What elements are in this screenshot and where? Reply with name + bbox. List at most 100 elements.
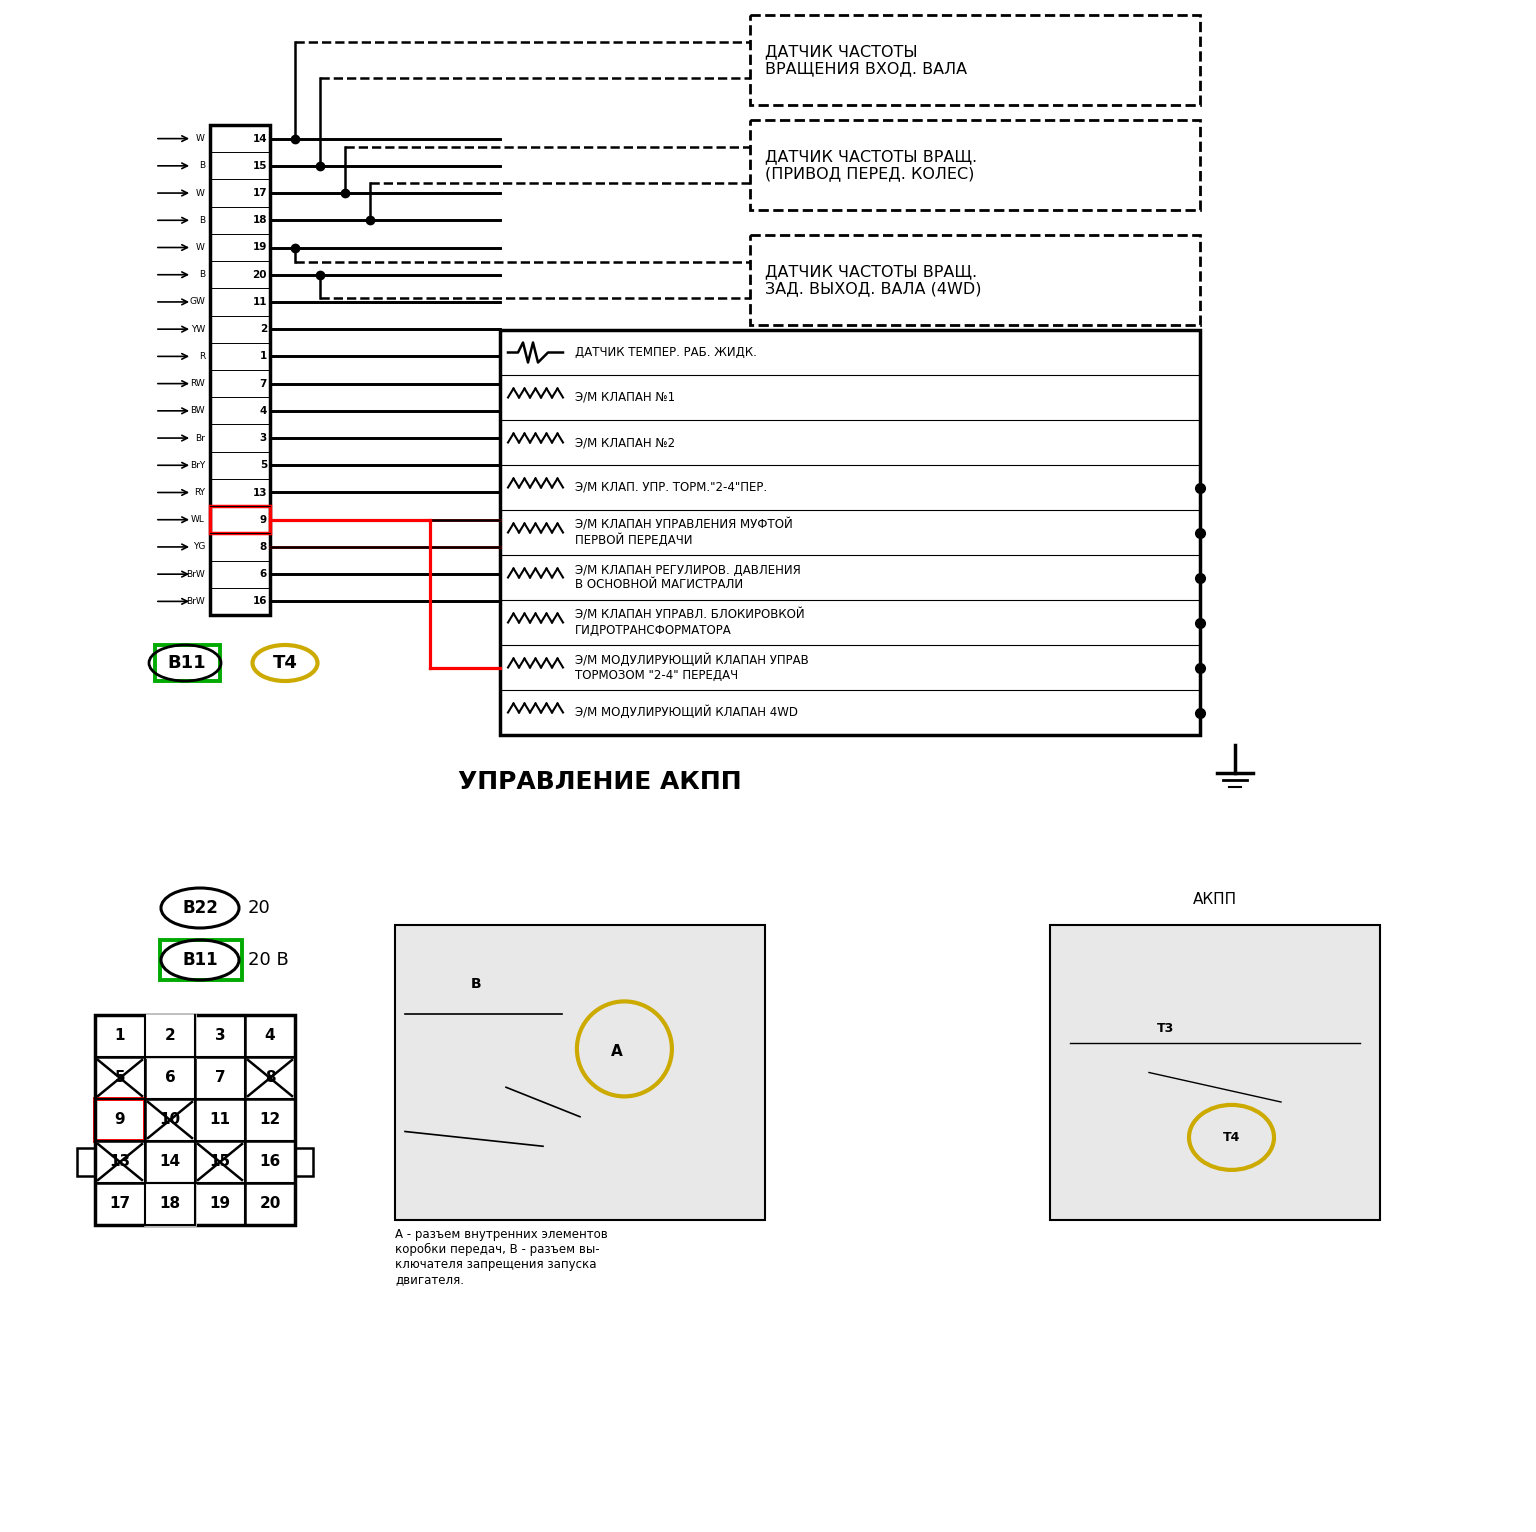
Text: 8: 8 (260, 542, 267, 552)
Text: B: B (198, 270, 204, 279)
Text: W: W (197, 244, 204, 251)
Text: R: R (198, 352, 204, 362)
Text: 20: 20 (247, 899, 270, 918)
Text: ДАТЧИК ЧАСТОТЫ ВРАЩ.
(ПРИВОД ПЕРЕД. КОЛЕС): ДАТЧИК ЧАСТОТЫ ВРАЩ. (ПРИВОД ПЕРЕД. КОЛЕ… (765, 149, 977, 181)
Text: 3: 3 (260, 434, 267, 443)
Text: W: W (197, 188, 204, 198)
Bar (195, 1141, 246, 1183)
Bar (246, 1098, 295, 1141)
Bar (77, 1147, 95, 1177)
Text: 6: 6 (260, 570, 267, 579)
Text: B11: B11 (183, 951, 218, 970)
Text: 15: 15 (209, 1155, 230, 1169)
Bar (750, 15, 1200, 106)
Bar (210, 506, 270, 533)
Bar (295, 1147, 313, 1177)
Bar (246, 1141, 295, 1183)
Bar (195, 1098, 246, 1141)
Text: ДАТЧИК ЧАСТОТЫ
ВРАЩЕНИЯ ВХОД. ВАЛА: ДАТЧИК ЧАСТОТЫ ВРАЩЕНИЯ ВХОД. ВАЛА (765, 44, 968, 77)
Text: Br: Br (195, 434, 204, 443)
Text: 19: 19 (252, 242, 267, 253)
Text: Э/М КЛАПАН РЕГУЛИРОВ. ДАВЛЕНИЯ
В ОСНОВНОЙ МАГИСТРАЛИ: Э/М КЛАПАН РЕГУЛИРОВ. ДАВЛЕНИЯ В ОСНОВНО… (574, 564, 800, 591)
Text: T4: T4 (1223, 1131, 1240, 1144)
Text: ДАТЧИК ЧАСТОТЫ ВРАЩ.
ЗАД. ВЫХОД. ВАЛА (4WD): ДАТЧИК ЧАСТОТЫ ВРАЩ. ЗАД. ВЫХОД. ВАЛА (4… (765, 264, 982, 296)
Text: 20 B: 20 B (247, 951, 289, 970)
Text: W: W (197, 135, 204, 142)
Bar (1051, 925, 1379, 1219)
Bar (95, 1016, 144, 1057)
Bar (750, 234, 1200, 325)
Text: 10: 10 (160, 1112, 181, 1128)
Bar (144, 1016, 195, 1057)
Text: A: A (610, 1045, 622, 1060)
Bar (144, 1016, 195, 1057)
Text: B: B (198, 161, 204, 170)
Text: 1: 1 (115, 1028, 126, 1043)
Text: YW: YW (190, 325, 204, 334)
Bar (160, 941, 243, 980)
Bar (95, 1098, 144, 1141)
Bar (144, 1057, 195, 1098)
Text: 2: 2 (164, 1028, 175, 1043)
Text: ДАТЧИК ТЕМПЕР. РАБ. ЖИДК.: ДАТЧИК ТЕМПЕР. РАБ. ЖИДК. (574, 346, 757, 358)
Text: 4: 4 (260, 406, 267, 415)
Text: 12: 12 (260, 1112, 281, 1128)
Text: 16: 16 (252, 596, 267, 607)
Text: 9: 9 (115, 1112, 126, 1128)
Text: 2: 2 (260, 325, 267, 334)
Text: 14: 14 (160, 1155, 181, 1169)
Text: 17: 17 (109, 1196, 131, 1212)
Text: 14: 14 (252, 133, 267, 144)
Bar (195, 1183, 246, 1226)
Text: 7: 7 (215, 1071, 226, 1086)
Text: 15: 15 (252, 161, 267, 172)
Text: B11: B11 (167, 654, 206, 673)
Text: Э/М КЛАПАН №2: Э/М КЛАПАН №2 (574, 437, 676, 449)
Text: GW: GW (189, 297, 204, 306)
Bar (395, 925, 765, 1219)
Text: WL: WL (190, 515, 204, 524)
Text: 7: 7 (260, 378, 267, 389)
Text: 8: 8 (264, 1071, 275, 1086)
Text: 5: 5 (260, 460, 267, 470)
Text: BrY: BrY (190, 461, 204, 470)
Bar (246, 1183, 295, 1226)
Text: 5: 5 (115, 1071, 126, 1086)
Bar (195, 1016, 246, 1057)
Text: 18: 18 (160, 1196, 181, 1212)
Text: Э/М МОДУЛИРУЮЩИЙ КЛАПАН УПРАВ
ТОРМОЗОМ "2-4" ПЕРЕДАЧ: Э/М МОДУЛИРУЮЩИЙ КЛАПАН УПРАВ ТОРМОЗОМ "… (574, 653, 809, 682)
Text: 17: 17 (252, 188, 267, 198)
Bar (750, 119, 1200, 210)
Bar (95, 1183, 144, 1226)
Bar (95, 1016, 295, 1226)
Bar (195, 1057, 246, 1098)
Text: 20: 20 (252, 270, 267, 280)
Bar (144, 1098, 195, 1141)
Text: B: B (198, 216, 204, 225)
Text: 13: 13 (252, 487, 267, 498)
Text: АКПП: АКПП (1193, 892, 1236, 907)
Text: BrW: BrW (186, 597, 204, 605)
Text: 18: 18 (252, 216, 267, 225)
Bar (144, 1141, 195, 1183)
Bar (95, 1057, 144, 1098)
Bar (246, 1057, 295, 1098)
Text: 11: 11 (209, 1112, 230, 1128)
Text: 13: 13 (109, 1155, 131, 1169)
Text: 6: 6 (164, 1071, 175, 1086)
Text: 16: 16 (260, 1155, 281, 1169)
Text: 4: 4 (264, 1028, 275, 1043)
Text: 11: 11 (252, 297, 267, 306)
Text: 1: 1 (260, 351, 267, 362)
Text: YG: YG (192, 542, 204, 552)
Text: УПРАВЛЕНИЕ АКПП: УПРАВЛЕНИЕ АКПП (458, 771, 742, 794)
Text: 20: 20 (260, 1196, 281, 1212)
Text: BrW: BrW (186, 570, 204, 579)
Text: 19: 19 (209, 1196, 230, 1212)
Text: А - разъем внутренних элементов
коробки передач, В - разъем вы-
ключателя запрещ: А - разъем внутренних элементов коробки … (395, 1229, 608, 1285)
Text: RW: RW (190, 378, 204, 388)
Text: RY: RY (194, 489, 204, 496)
Text: Э/М КЛАП. УПР. ТОРМ."2-4"ПЕР.: Э/М КЛАП. УПР. ТОРМ."2-4"ПЕР. (574, 481, 766, 493)
Bar (155, 645, 220, 682)
Bar (210, 126, 270, 614)
